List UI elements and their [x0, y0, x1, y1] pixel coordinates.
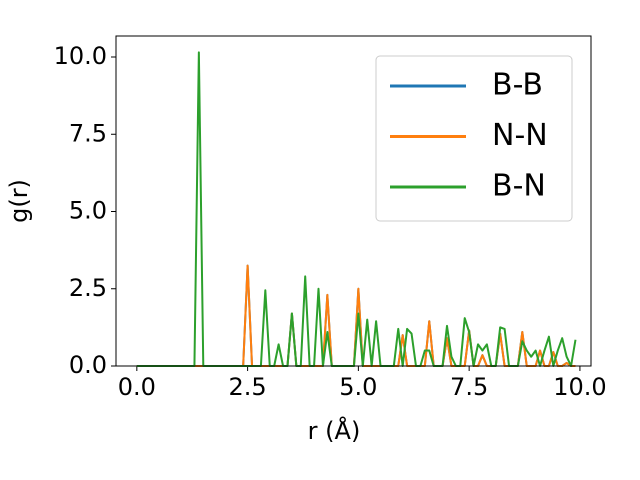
y-axis-label: g(r): [5, 179, 33, 223]
x-axis-label: r (Å): [308, 416, 361, 445]
y-tick-label: 5.0: [69, 197, 107, 225]
legend-label: N-N: [492, 118, 548, 153]
y-tick-label: 7.5: [69, 119, 107, 147]
y-tick-label: 2.5: [69, 274, 107, 302]
plot-frame: [115, 35, 592, 367]
legend-box: [375, 55, 573, 222]
x-tick-label: 7.5: [450, 373, 488, 401]
y-tick-label: 0.0: [69, 351, 107, 379]
x-tick-label: 5.0: [339, 373, 377, 401]
x-tick-label: 10.0: [553, 373, 606, 401]
x-tick-label: 2.5: [229, 373, 267, 401]
legend-label: B-B: [492, 68, 543, 103]
x-tick-label: 0.0: [118, 373, 156, 401]
y-tick-label: 10.0: [54, 42, 107, 70]
legend-label: B-N: [492, 169, 546, 204]
